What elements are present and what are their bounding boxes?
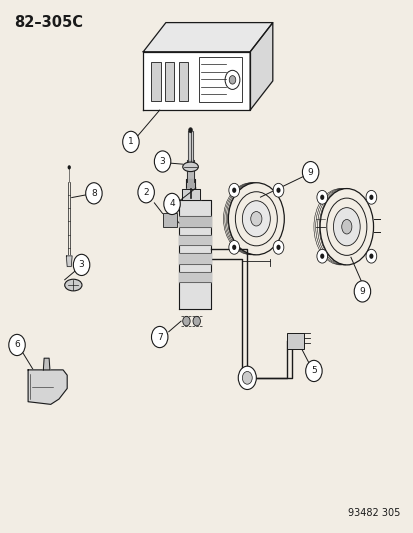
- Text: 7: 7: [157, 333, 162, 342]
- Text: 9: 9: [307, 167, 313, 176]
- Text: 9: 9: [359, 287, 364, 296]
- Circle shape: [242, 201, 270, 237]
- Circle shape: [242, 372, 252, 384]
- Circle shape: [154, 151, 171, 172]
- Text: 2: 2: [143, 188, 149, 197]
- Polygon shape: [66, 256, 72, 266]
- Circle shape: [228, 240, 239, 254]
- Circle shape: [229, 76, 235, 84]
- Circle shape: [85, 183, 102, 204]
- Circle shape: [67, 165, 71, 169]
- FancyBboxPatch shape: [287, 333, 303, 349]
- Circle shape: [73, 254, 90, 276]
- Circle shape: [276, 188, 280, 193]
- Polygon shape: [178, 235, 211, 245]
- Polygon shape: [178, 216, 211, 227]
- Ellipse shape: [182, 162, 198, 172]
- Circle shape: [250, 212, 261, 226]
- Ellipse shape: [341, 220, 351, 234]
- Circle shape: [122, 131, 139, 152]
- Circle shape: [368, 195, 373, 200]
- Polygon shape: [181, 189, 199, 200]
- Circle shape: [151, 326, 168, 348]
- Text: 93482 305: 93482 305: [347, 508, 399, 519]
- Circle shape: [301, 161, 318, 183]
- Polygon shape: [178, 200, 211, 309]
- FancyBboxPatch shape: [151, 62, 160, 101]
- Circle shape: [305, 360, 321, 382]
- Circle shape: [316, 190, 327, 204]
- Circle shape: [365, 190, 376, 204]
- Circle shape: [316, 249, 327, 263]
- Text: 3: 3: [159, 157, 165, 166]
- Polygon shape: [143, 22, 272, 52]
- Circle shape: [182, 317, 190, 326]
- Circle shape: [354, 281, 370, 302]
- Circle shape: [228, 183, 239, 197]
- Text: 5: 5: [310, 367, 316, 375]
- Circle shape: [365, 249, 376, 263]
- Polygon shape: [28, 370, 67, 405]
- Text: 82–305C: 82–305C: [14, 14, 83, 30]
- FancyBboxPatch shape: [165, 62, 174, 101]
- FancyBboxPatch shape: [162, 214, 176, 227]
- Circle shape: [232, 188, 236, 193]
- FancyBboxPatch shape: [198, 57, 241, 102]
- Circle shape: [188, 127, 192, 133]
- Circle shape: [138, 182, 154, 203]
- Circle shape: [276, 245, 280, 250]
- Text: 4: 4: [169, 199, 174, 208]
- Circle shape: [237, 366, 256, 390]
- Ellipse shape: [332, 208, 359, 246]
- Text: 3: 3: [78, 261, 84, 269]
- Circle shape: [319, 254, 323, 259]
- Ellipse shape: [64, 279, 82, 291]
- Circle shape: [192, 317, 200, 326]
- Circle shape: [273, 240, 283, 254]
- Circle shape: [9, 334, 25, 356]
- Circle shape: [368, 254, 373, 259]
- Polygon shape: [178, 253, 211, 264]
- Text: 8: 8: [91, 189, 97, 198]
- FancyBboxPatch shape: [178, 62, 187, 101]
- Circle shape: [273, 183, 283, 197]
- Polygon shape: [143, 52, 249, 110]
- Polygon shape: [178, 272, 211, 282]
- Text: 6: 6: [14, 341, 20, 350]
- Circle shape: [319, 195, 323, 200]
- Circle shape: [164, 193, 180, 215]
- Circle shape: [232, 245, 236, 250]
- Polygon shape: [43, 358, 50, 370]
- Text: 1: 1: [128, 138, 133, 147]
- Polygon shape: [249, 22, 272, 110]
